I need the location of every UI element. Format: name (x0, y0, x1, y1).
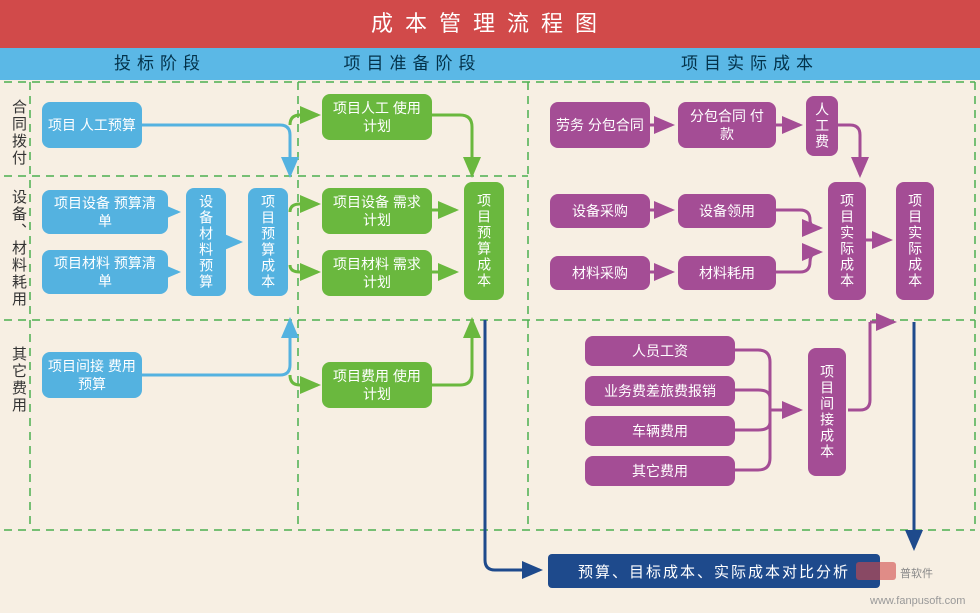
node-vehicle: 车辆费用 (585, 416, 735, 446)
stage-bar: 投标阶段 项目准备阶段 项目实际成本 (0, 48, 980, 80)
node-project-budget-cost-1: 项目预算成本 (248, 188, 288, 296)
node-project-budget-cost-2: 项目预算成本 (464, 182, 504, 300)
node-material-use: 材料耗用 (678, 256, 776, 290)
watermark: www.fanpusoft.com (870, 595, 965, 607)
row-label-2: 设备、材料耗用 (4, 188, 28, 308)
node-actual-cost-1: 项目实际成本 (828, 182, 866, 300)
grid-and-arrows (0, 0, 980, 613)
bottom-analysis-bar: 预算、目标成本、实际成本对比分析 (548, 554, 880, 588)
node-material-budget-list: 项目材料 预算清单 (42, 250, 168, 294)
stage-2: 项目准备阶段 (300, 48, 525, 80)
node-salary: 人员工资 (585, 336, 735, 366)
node-labor-cost: 人工费 (806, 96, 838, 156)
node-labor-subcontract: 劳务 分包合同 (550, 102, 650, 148)
node-expense-plan: 项目费用 使用计划 (322, 362, 432, 408)
node-equip-plan: 项目设备 需求计划 (322, 188, 432, 234)
node-material-plan: 项目材料 需求计划 (322, 250, 432, 296)
row-label-3: 其它费用 (4, 340, 28, 420)
flowchart-canvas: 成本管理流程图 投标阶段 项目准备阶段 项目实际成本 合同拨付 设备、材料耗用 … (0, 0, 980, 613)
node-indirect-cost: 项目间接成本 (808, 348, 846, 476)
logo-text: 普软件 (900, 565, 933, 581)
node-other-exp: 其它费用 (585, 456, 735, 486)
node-labor-budget: 项目 人工预算 (42, 102, 142, 148)
node-actual-cost-2: 项目实际成本 (896, 182, 934, 300)
node-material-purchase: 材料采购 (550, 256, 650, 290)
logo-badge (856, 562, 896, 580)
node-equip-material-budget: 设备材料预算 (186, 188, 226, 296)
node-biz-travel: 业务费差旅费报销 (585, 376, 735, 406)
node-equip-purchase: 设备采购 (550, 194, 650, 228)
node-labor-plan: 项目人工 使用计划 (322, 94, 432, 140)
row-label-1: 合同拨付 (4, 98, 28, 168)
node-equip-use: 设备领用 (678, 194, 776, 228)
node-indirect-budget: 项目间接 费用预算 (42, 352, 142, 398)
node-subcontract-pay: 分包合同 付款 (678, 102, 776, 148)
stage-3: 项目实际成本 (560, 48, 940, 80)
stage-1: 投标阶段 (30, 48, 290, 80)
title-bar: 成本管理流程图 (0, 0, 980, 48)
node-equip-budget-list: 项目设备 预算清单 (42, 190, 168, 234)
